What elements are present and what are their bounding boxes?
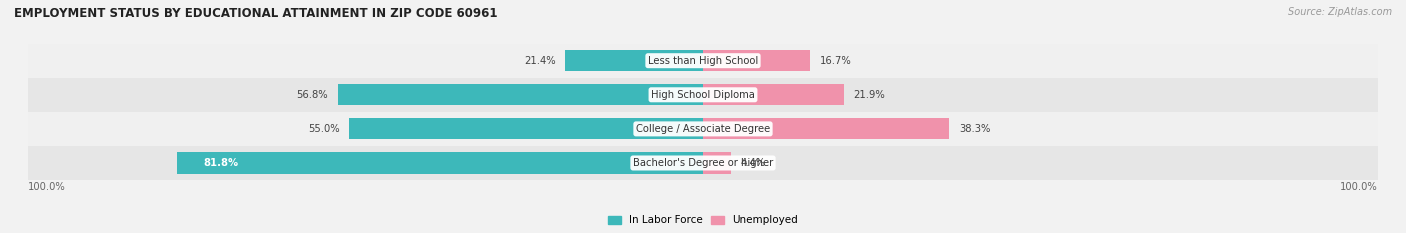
Bar bbox=[703, 118, 949, 140]
Text: Source: ZipAtlas.com: Source: ZipAtlas.com bbox=[1288, 7, 1392, 17]
Text: 16.7%: 16.7% bbox=[820, 56, 852, 66]
Bar bbox=[28, 112, 1378, 146]
Bar bbox=[703, 152, 731, 174]
Bar bbox=[337, 84, 703, 105]
Legend: In Labor Force, Unemployed: In Labor Force, Unemployed bbox=[605, 211, 801, 230]
Text: 56.8%: 56.8% bbox=[297, 90, 328, 100]
Bar bbox=[28, 78, 1378, 112]
Bar bbox=[28, 44, 1378, 78]
Text: 21.4%: 21.4% bbox=[524, 56, 555, 66]
Bar bbox=[28, 146, 1378, 180]
Text: Less than High School: Less than High School bbox=[648, 56, 758, 66]
Text: 81.8%: 81.8% bbox=[202, 158, 238, 168]
Bar bbox=[703, 50, 810, 71]
Text: 55.0%: 55.0% bbox=[308, 124, 340, 134]
Text: 4.4%: 4.4% bbox=[741, 158, 766, 168]
Text: 38.3%: 38.3% bbox=[959, 124, 990, 134]
Text: 21.9%: 21.9% bbox=[853, 90, 886, 100]
Bar bbox=[350, 118, 703, 140]
Bar bbox=[703, 84, 844, 105]
Text: Bachelor's Degree or higher: Bachelor's Degree or higher bbox=[633, 158, 773, 168]
Bar bbox=[565, 50, 703, 71]
Text: 100.0%: 100.0% bbox=[28, 182, 66, 192]
Bar bbox=[177, 152, 703, 174]
Text: High School Diploma: High School Diploma bbox=[651, 90, 755, 100]
Text: College / Associate Degree: College / Associate Degree bbox=[636, 124, 770, 134]
Text: EMPLOYMENT STATUS BY EDUCATIONAL ATTAINMENT IN ZIP CODE 60961: EMPLOYMENT STATUS BY EDUCATIONAL ATTAINM… bbox=[14, 7, 498, 20]
Text: 100.0%: 100.0% bbox=[1340, 182, 1378, 192]
